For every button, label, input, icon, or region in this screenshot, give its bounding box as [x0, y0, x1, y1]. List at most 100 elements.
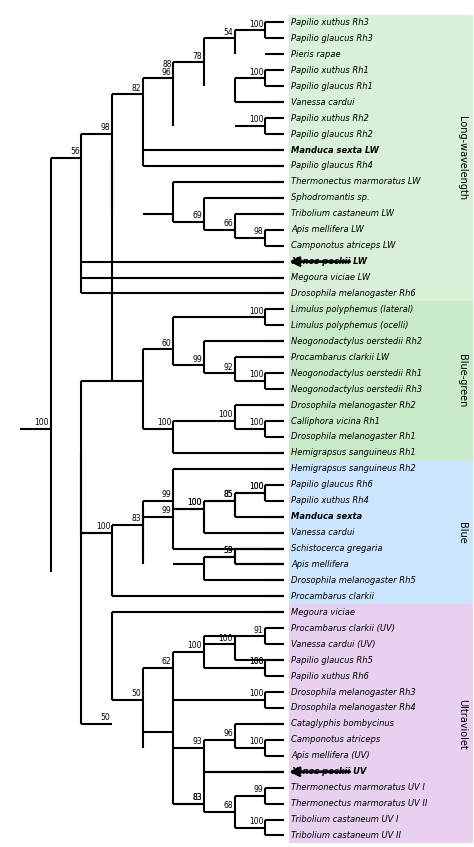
Text: Apis mellifera LW: Apis mellifera LW: [291, 225, 364, 235]
Text: 78: 78: [192, 52, 202, 61]
Text: 100: 100: [249, 657, 264, 667]
Text: 100: 100: [218, 410, 233, 419]
Text: 82: 82: [131, 84, 141, 92]
Text: 100: 100: [249, 370, 264, 379]
Text: Apis mellifera: Apis mellifera: [291, 560, 349, 569]
Text: Drosophila melanogaster Rh3: Drosophila melanogaster Rh3: [291, 688, 416, 696]
Text: 66: 66: [223, 219, 233, 228]
Text: 56: 56: [70, 147, 80, 157]
Text: Drosophila melanogaster Rh6: Drosophila melanogaster Rh6: [291, 289, 416, 298]
Text: Procambarus clarkii: Procambarus clarkii: [291, 592, 374, 601]
Text: 100: 100: [249, 307, 264, 316]
Text: 99: 99: [254, 785, 264, 794]
Text: Papilio glaucus Rh6: Papilio glaucus Rh6: [291, 480, 373, 490]
Text: 100: 100: [249, 115, 264, 125]
Text: Xenos peckii LW: Xenos peckii LW: [291, 257, 367, 266]
Text: 60: 60: [162, 339, 172, 347]
Text: 100: 100: [249, 482, 264, 491]
Text: Drosophila melanogaster Rh5: Drosophila melanogaster Rh5: [291, 576, 416, 585]
Text: Neogonodactylus oerstedii Rh2: Neogonodactylus oerstedii Rh2: [291, 337, 422, 346]
Text: Papilio xuthus Rh3: Papilio xuthus Rh3: [291, 18, 369, 27]
Text: Papilio xuthus Rh6: Papilio xuthus Rh6: [291, 672, 369, 681]
Text: 96: 96: [223, 729, 233, 738]
Bar: [289, 302, 473, 461]
Text: Hemigrapsus sanguineus Rh2: Hemigrapsus sanguineus Rh2: [291, 464, 416, 473]
Text: Procambarus clarkii LW: Procambarus clarkii LW: [291, 352, 389, 362]
Text: 100: 100: [218, 634, 233, 643]
Text: 83: 83: [192, 793, 202, 802]
Text: Blue: Blue: [457, 522, 467, 544]
Text: Megoura viciae LW: Megoura viciae LW: [291, 273, 370, 282]
Text: 99: 99: [192, 355, 202, 363]
Text: Papilio glaucus Rh1: Papilio glaucus Rh1: [291, 82, 373, 91]
Text: Papilio glaucus Rh3: Papilio glaucus Rh3: [291, 34, 373, 43]
Text: Tribolium castaneum LW: Tribolium castaneum LW: [291, 209, 394, 219]
Text: 100: 100: [249, 68, 264, 76]
Text: Apis mellifera (UV): Apis mellifera (UV): [291, 751, 370, 761]
Text: Camponotus atriceps: Camponotus atriceps: [291, 735, 381, 745]
Text: Schistocerca gregaria: Schistocerca gregaria: [291, 544, 383, 553]
Text: Drosophila melanogaster Rh1: Drosophila melanogaster Rh1: [291, 433, 416, 441]
Text: 98: 98: [254, 227, 264, 236]
Text: Pieris rapae: Pieris rapae: [291, 50, 341, 59]
Text: Neogonodactylus oerstedii Rh1: Neogonodactylus oerstedii Rh1: [291, 368, 422, 378]
Text: 69: 69: [192, 211, 202, 220]
Text: Vanessa cardui: Vanessa cardui: [291, 97, 355, 107]
Text: Cataglyphis bombycinus: Cataglyphis bombycinus: [291, 719, 394, 728]
Text: Xenos peckii UV: Xenos peckii UV: [291, 767, 366, 776]
Text: Thermonectus marmoratus UV I: Thermonectus marmoratus UV I: [291, 783, 425, 792]
Text: Vanessa cardui: Vanessa cardui: [291, 528, 355, 537]
Bar: [289, 14, 473, 302]
Text: 99: 99: [162, 506, 172, 515]
Text: 85: 85: [223, 490, 233, 499]
Text: 68: 68: [223, 801, 233, 810]
Text: Camponotus atriceps LW: Camponotus atriceps LW: [291, 241, 396, 250]
Text: Drosophila melanogaster Rh2: Drosophila melanogaster Rh2: [291, 401, 416, 410]
Text: Tribolium castaneum UV II: Tribolium castaneum UV II: [291, 831, 401, 840]
Text: 59: 59: [223, 545, 233, 555]
Text: Thermonectus marmoratus UV II: Thermonectus marmoratus UV II: [291, 799, 428, 808]
Text: Long-wavelength: Long-wavelength: [457, 116, 467, 200]
Text: 50: 50: [131, 689, 141, 698]
Text: Limulus polyphemus (ocelli): Limulus polyphemus (ocelli): [291, 321, 409, 329]
Text: 62: 62: [162, 657, 172, 667]
Text: 100: 100: [188, 641, 202, 650]
Text: Megoura viciae: Megoura viciae: [291, 608, 355, 617]
Text: Hemigrapsus sanguineus Rh1: Hemigrapsus sanguineus Rh1: [291, 448, 416, 457]
Text: 100: 100: [188, 498, 202, 507]
Text: Manduca sexta: Manduca sexta: [291, 512, 362, 521]
Bar: [289, 461, 473, 605]
Text: Drosophila melanogaster Rh4: Drosophila melanogaster Rh4: [291, 704, 416, 712]
Text: 100: 100: [249, 817, 264, 826]
Text: 100: 100: [96, 522, 110, 531]
Text: 59: 59: [223, 545, 233, 555]
Text: 100: 100: [249, 689, 264, 698]
Text: Papilio xuthus Rh4: Papilio xuthus Rh4: [291, 496, 369, 505]
Text: Procambarus clarkii (UV): Procambarus clarkii (UV): [291, 623, 395, 633]
Text: Papilio glaucus Rh5: Papilio glaucus Rh5: [291, 656, 373, 665]
Text: Ultraviolet: Ultraviolet: [457, 699, 467, 750]
Text: Blue-green: Blue-green: [457, 355, 467, 408]
Text: 100: 100: [249, 19, 264, 29]
Text: Calliphora vicina Rh1: Calliphora vicina Rh1: [291, 417, 380, 425]
Text: 100: 100: [249, 737, 264, 746]
Text: 92: 92: [223, 363, 233, 372]
Text: Papilio xuthus Rh1: Papilio xuthus Rh1: [291, 66, 369, 75]
Text: Tribolium castaneum UV I: Tribolium castaneum UV I: [291, 815, 399, 824]
Text: Papilio xuthus Rh2: Papilio xuthus Rh2: [291, 113, 369, 123]
Text: 93: 93: [192, 737, 202, 746]
Text: 85: 85: [223, 490, 233, 499]
Text: Vanessa cardui (UV): Vanessa cardui (UV): [291, 639, 376, 649]
Text: Thermonectus marmoratus LW: Thermonectus marmoratus LW: [291, 177, 420, 186]
Text: 100: 100: [249, 482, 264, 491]
Text: 83: 83: [131, 514, 141, 523]
Text: 98: 98: [100, 124, 110, 132]
Text: Papilio glaucus Rh4: Papilio glaucus Rh4: [291, 162, 373, 170]
Text: 50: 50: [100, 713, 110, 722]
Text: 100: 100: [188, 498, 202, 507]
Text: 96: 96: [162, 68, 172, 76]
Text: 100: 100: [157, 418, 172, 427]
Text: 100: 100: [249, 418, 264, 427]
Text: Papilio glaucus Rh2: Papilio glaucus Rh2: [291, 130, 373, 139]
Text: Manduca sexta LW: Manduca sexta LW: [291, 146, 379, 154]
